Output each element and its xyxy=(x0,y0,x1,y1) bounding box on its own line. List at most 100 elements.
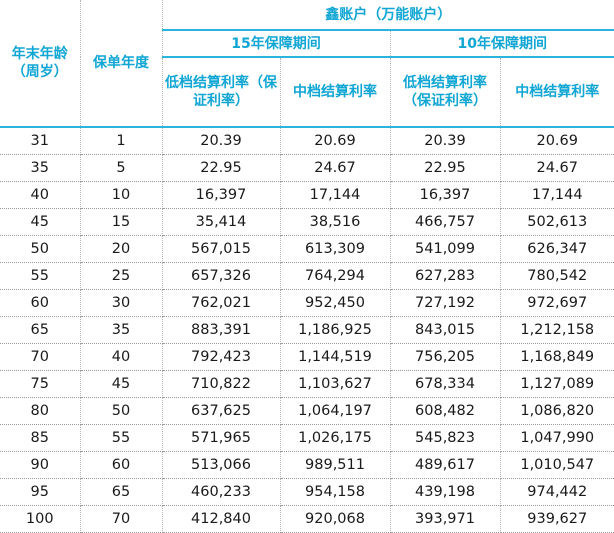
cell-age: 31 xyxy=(0,127,81,155)
cell-10-low-rate: 727,192 xyxy=(390,289,501,317)
cell-policy-year: 10 xyxy=(80,181,163,209)
cell-10-low-rate: 489,617 xyxy=(390,451,501,479)
cell-age: 35 xyxy=(0,154,81,182)
header-account: 鑫账户（万能账户） xyxy=(162,0,614,31)
cell-10-mid-rate: 1,010,547 xyxy=(500,451,614,479)
table-row: 31 1 20.39 20.69 20.39 20.69 xyxy=(0,127,614,155)
header-policy-year: 保单年度 xyxy=(80,0,163,128)
cell-15-mid-rate: 20.69 xyxy=(280,127,391,155)
cell-10-low-rate: 393,971 xyxy=(390,505,501,533)
cell-policy-year: 1 xyxy=(80,127,163,155)
cell-15-mid-rate: 764,294 xyxy=(280,262,391,290)
table-row: 95 65 460,233 954,158 439,198 974,442 xyxy=(0,478,614,506)
cell-10-low-rate: 627,283 xyxy=(390,262,501,290)
cell-15-mid-rate: 1,103,627 xyxy=(280,370,391,398)
cell-age: 50 xyxy=(0,235,81,263)
cell-15-low-rate: 762,021 xyxy=(162,289,281,317)
cell-10-low-rate: 843,015 xyxy=(390,316,501,344)
cell-10-low-rate: 545,823 xyxy=(390,424,501,452)
cell-policy-year: 65 xyxy=(80,478,163,506)
cell-15-mid-rate: 1,144,519 xyxy=(280,343,391,371)
cell-10-low-rate: 20.39 xyxy=(390,127,501,155)
cell-10-low-rate: 16,397 xyxy=(390,181,501,209)
cell-15-mid-rate: 613,309 xyxy=(280,235,391,263)
cell-15-mid-rate: 38,516 xyxy=(280,208,391,236)
table-row: 35 5 22.95 24.67 22.95 24.67 xyxy=(0,154,614,182)
table-header: 年末年龄（周岁） 保单年度 鑫账户（万能账户） 15年保障期间 10年保障期间 … xyxy=(0,0,614,128)
cell-10-mid-rate: 1,212,158 xyxy=(500,316,614,344)
cell-10-mid-rate: 1,168,849 xyxy=(500,343,614,371)
cell-15-mid-rate: 17,144 xyxy=(280,181,391,209)
cell-policy-year: 5 xyxy=(80,154,163,182)
cell-10-mid-rate: 17,144 xyxy=(500,181,614,209)
cell-policy-year: 55 xyxy=(80,424,163,452)
cell-15-mid-rate: 1,186,925 xyxy=(280,316,391,344)
cell-10-low-rate: 439,198 xyxy=(390,478,501,506)
table-row: 65 35 883,391 1,186,925 843,015 1,212,158 xyxy=(0,316,614,344)
cell-15-mid-rate: 920,068 xyxy=(280,505,391,533)
header-10-mid-rate: 中档结算利率 xyxy=(500,57,614,128)
table-row: 75 45 710,822 1,103,627 678,334 1,127,089 xyxy=(0,370,614,398)
header-10-low-rate: 低档结算利率（保证利率） xyxy=(390,57,501,128)
cell-10-mid-rate: 1,127,089 xyxy=(500,370,614,398)
cell-age: 45 xyxy=(0,208,81,236)
cell-age: 55 xyxy=(0,262,81,290)
cell-10-mid-rate: 780,542 xyxy=(500,262,614,290)
header-15-low-rate: 低档结算利率（保证利率） xyxy=(162,57,281,128)
table-body: 31 1 20.39 20.69 20.39 20.69 35 5 22.95 24.67 22.9… xyxy=(0,127,614,533)
cell-age: 60 xyxy=(0,289,81,317)
cell-10-mid-rate: 626,347 xyxy=(500,235,614,263)
table-row: 80 50 637,625 1,064,197 608,482 1,086,820 xyxy=(0,397,614,425)
cell-15-low-rate: 792,423 xyxy=(162,343,281,371)
cell-10-mid-rate: 20.69 xyxy=(500,127,614,155)
cell-age: 70 xyxy=(0,343,81,371)
table-row: 55 25 657,326 764,294 627,283 780,542 xyxy=(0,262,614,290)
header-period-15: 15年保障期间 xyxy=(162,30,391,58)
cell-15-low-rate: 637,625 xyxy=(162,397,281,425)
cell-10-low-rate: 756,205 xyxy=(390,343,501,371)
cell-15-low-rate: 412,840 xyxy=(162,505,281,533)
cell-10-mid-rate: 24.67 xyxy=(500,154,614,182)
cell-15-mid-rate: 952,450 xyxy=(280,289,391,317)
table-row: 90 60 513,066 989,511 489,617 1,010,547 xyxy=(0,451,614,479)
cell-15-mid-rate: 954,158 xyxy=(280,478,391,506)
cell-policy-year: 70 xyxy=(80,505,163,533)
cell-15-low-rate: 657,326 xyxy=(162,262,281,290)
table-row: 70 40 792,423 1,144,519 756,205 1,168,849 xyxy=(0,343,614,371)
cell-age: 95 xyxy=(0,478,81,506)
cell-policy-year: 15 xyxy=(80,208,163,236)
cell-10-low-rate: 678,334 xyxy=(390,370,501,398)
table-row: 85 55 571,965 1,026,175 545,823 1,047,990 xyxy=(0,424,614,452)
cell-15-low-rate: 22.95 xyxy=(162,154,281,182)
cell-10-mid-rate: 972,697 xyxy=(500,289,614,317)
cell-age: 80 xyxy=(0,397,81,425)
cell-15-mid-rate: 24.67 xyxy=(280,154,391,182)
header-period-10: 10年保障期间 xyxy=(390,30,614,58)
cell-policy-year: 25 xyxy=(80,262,163,290)
cell-age: 100 xyxy=(0,505,81,533)
cell-10-mid-rate: 502,613 xyxy=(500,208,614,236)
cell-10-low-rate: 22.95 xyxy=(390,154,501,182)
cell-policy-year: 30 xyxy=(80,289,163,317)
header-age: 年末年龄（周岁） xyxy=(0,0,81,128)
cell-15-low-rate: 710,822 xyxy=(162,370,281,398)
cell-15-mid-rate: 1,064,197 xyxy=(280,397,391,425)
cell-age: 40 xyxy=(0,181,81,209)
cell-15-low-rate: 16,397 xyxy=(162,181,281,209)
cell-policy-year: 60 xyxy=(80,451,163,479)
header-15-mid-rate: 中档结算利率 xyxy=(280,57,391,128)
cell-10-mid-rate: 1,047,990 xyxy=(500,424,614,452)
cell-15-low-rate: 567,015 xyxy=(162,235,281,263)
cell-age: 75 xyxy=(0,370,81,398)
cell-15-low-rate: 20.39 xyxy=(162,127,281,155)
cell-15-low-rate: 35,414 xyxy=(162,208,281,236)
cell-policy-year: 50 xyxy=(80,397,163,425)
cell-policy-year: 35 xyxy=(80,316,163,344)
cell-15-mid-rate: 989,511 xyxy=(280,451,391,479)
cell-10-low-rate: 608,482 xyxy=(390,397,501,425)
cell-10-mid-rate: 939,627 xyxy=(500,505,614,533)
cell-policy-year: 20 xyxy=(80,235,163,263)
table-row: 40 10 16,397 17,144 16,397 17,144 xyxy=(0,181,614,209)
cell-policy-year: 45 xyxy=(80,370,163,398)
